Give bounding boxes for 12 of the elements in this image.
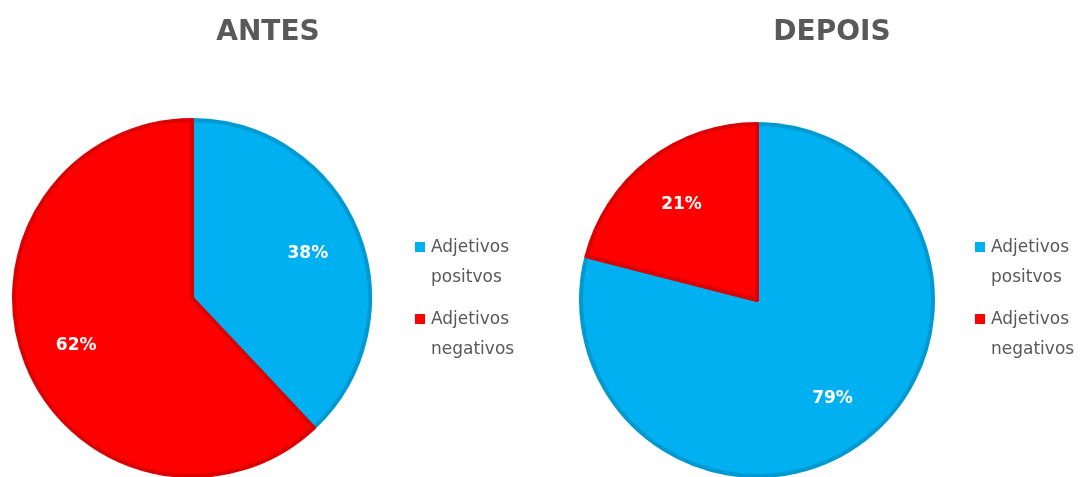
chart-title: DEPOIS bbox=[773, 14, 891, 47]
legend-label: Adjetivos positvos bbox=[431, 236, 510, 286]
data-label: 21% bbox=[661, 192, 702, 213]
legend-label: Adjetivos negativos bbox=[431, 308, 515, 358]
legend-label: Adjetivos positvos bbox=[991, 236, 1070, 286]
data-label: 38% bbox=[287, 242, 329, 263]
data-label: 62% bbox=[55, 333, 97, 354]
chart-title: ANTES bbox=[216, 14, 320, 47]
pie-slice bbox=[579, 122, 935, 477]
legend-label: Adjetivos negativos bbox=[991, 308, 1075, 358]
data-label: 79% bbox=[812, 387, 853, 408]
pie-slice bbox=[584, 122, 759, 302]
